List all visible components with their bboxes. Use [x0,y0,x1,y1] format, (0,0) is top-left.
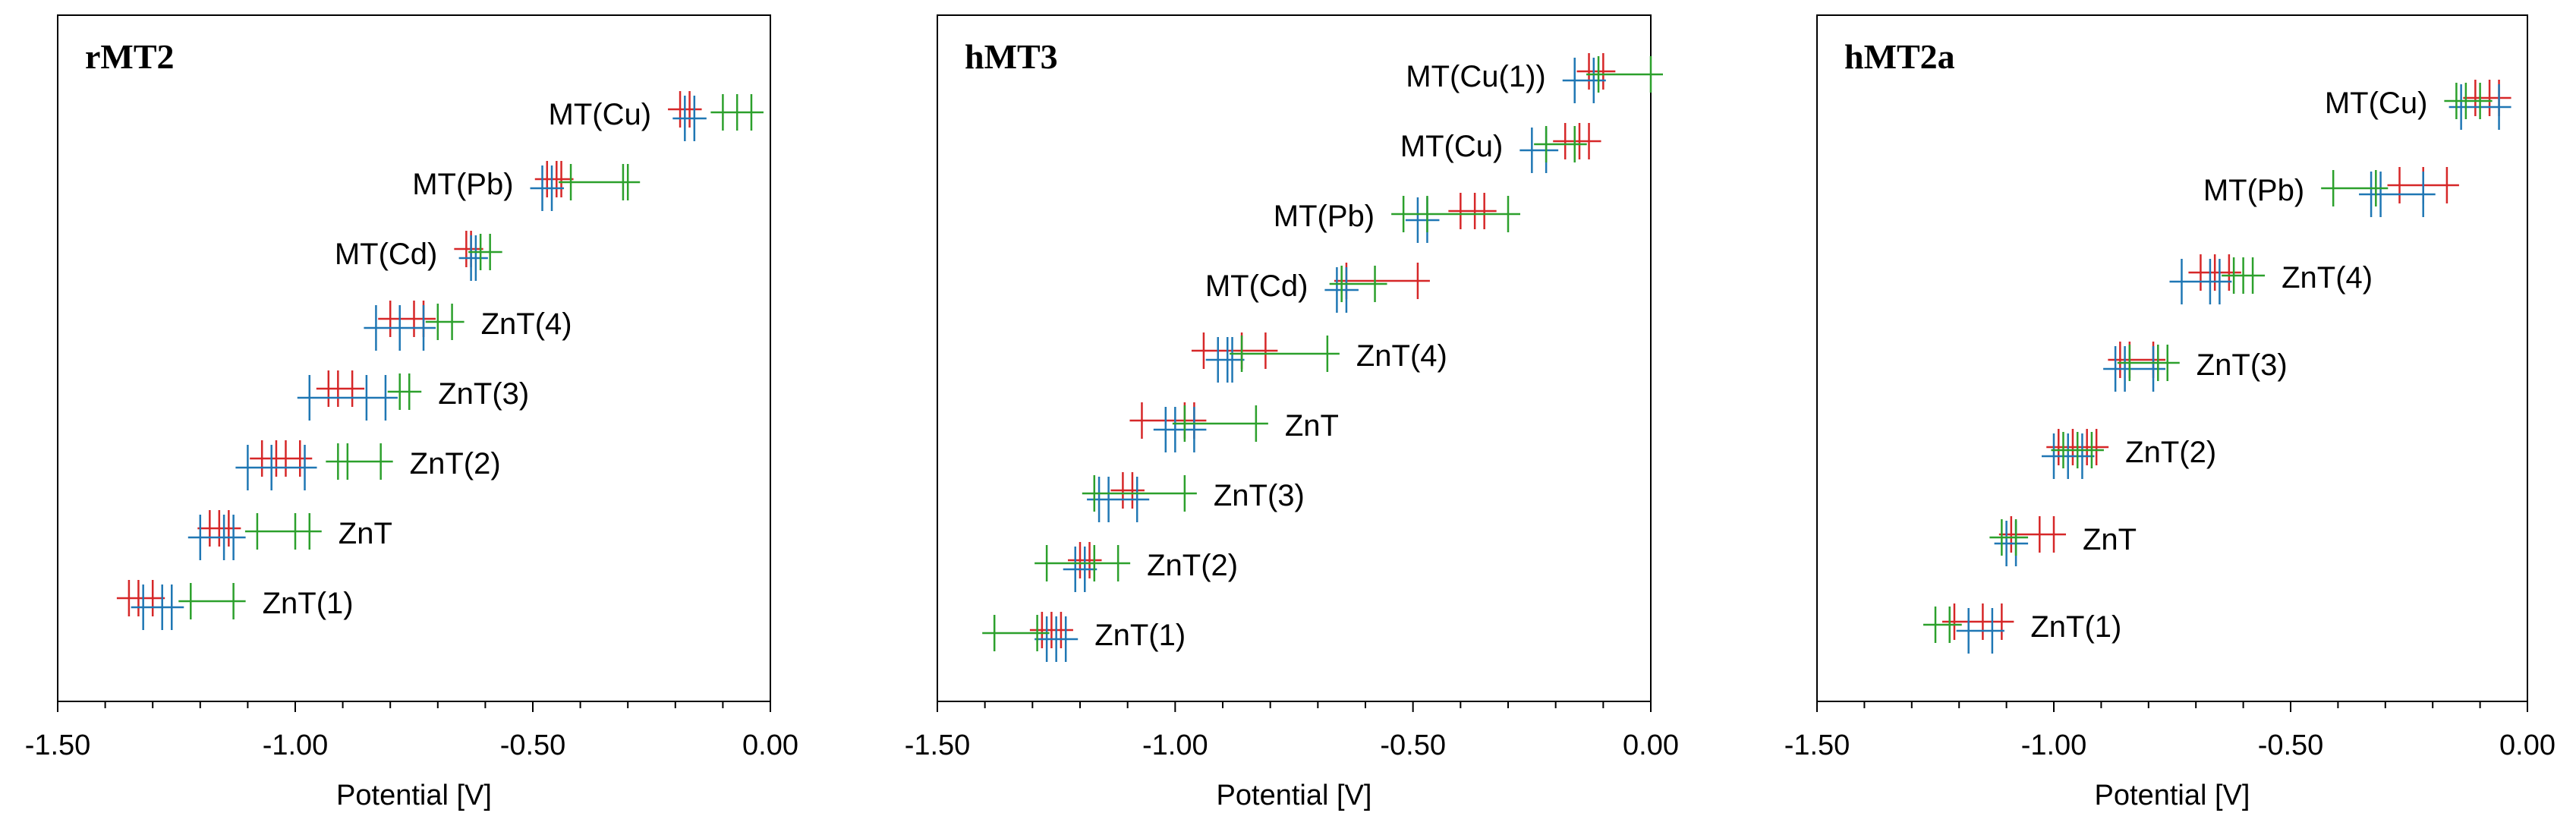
panel-title: rMT2 [85,37,175,76]
x-tick-label: -0.50 [500,729,566,761]
panel-title: hMT3 [965,37,1058,76]
plot-frame [937,14,1652,702]
x-tick-label: -1.00 [2021,729,2087,761]
group-label: MT(Pb) [2203,174,2304,207]
group-label: ZnT(1) [263,587,354,620]
group-label: ZnT(4) [1356,339,1447,373]
group-label: ZnT(2) [2125,436,2216,469]
panel-hmt2a: hMT2a -1.50 -1.00 -0.50 0.00 Potential [V] MT(… [1784,14,2556,811]
x-axis-label: Potential [V] [336,780,492,811]
x-tick-label: -0.50 [2258,729,2324,761]
group-label: MT(Pb) [1274,200,1375,233]
group-label: ZnT(3) [2197,348,2288,382]
group-label: ZnT(3) [1214,479,1305,512]
x-tick-label: -1.00 [1142,729,1208,761]
group-label: ZnT(4) [481,307,572,341]
panel-hmt3: hMT3 -1.50 -1.00 -0.50 0.00 Potential [V] MT(C… [905,14,1679,811]
group-label: ZnT(3) [438,377,529,411]
x-tick-label: 0.00 [1623,729,1679,761]
x-tick-label: -0.50 [1380,729,1446,761]
group-label: ZnT(1) [2030,610,2121,644]
x-tick-label: -1.50 [25,729,91,761]
group-label: ZnT [1285,409,1339,443]
group-label: MT(Pb) [412,168,513,201]
group-label: MT(Cu) [549,98,652,131]
plot-frame [1816,14,2528,702]
group-label: ZnT [2083,523,2137,556]
group-label: ZnT(4) [2282,261,2373,295]
panel-title: hMT2a [1844,37,1955,76]
group-label: MT(Cd) [335,238,438,271]
x-axis-label: Potential [V] [1217,780,1372,811]
x-axis-label: Potential [V] [2095,780,2250,811]
x-tick-label: 0.00 [2499,729,2556,761]
plot-frame [57,14,771,702]
group-label: MT(Cu) [1400,130,1504,163]
group-label: MT(Cu) [2325,87,2428,120]
x-tick-label: -1.50 [1784,729,1850,761]
group-label: ZnT(2) [410,447,501,481]
group-label: MT(Cd) [1205,269,1308,303]
panel-rmt2: rMT2 -1.50 -1.00 -0.50 0.00 Potential [V] MT(C… [25,14,798,811]
x-tick-label: -1.50 [905,729,971,761]
x-tick-label: 0.00 [742,729,798,761]
x-tick-label: -1.00 [263,729,329,761]
group-label: ZnT(2) [1147,549,1238,582]
group-label: ZnT(1) [1094,619,1186,652]
group-label: MT(Cu(1)) [1406,60,1545,93]
group-label: ZnT [339,517,392,550]
